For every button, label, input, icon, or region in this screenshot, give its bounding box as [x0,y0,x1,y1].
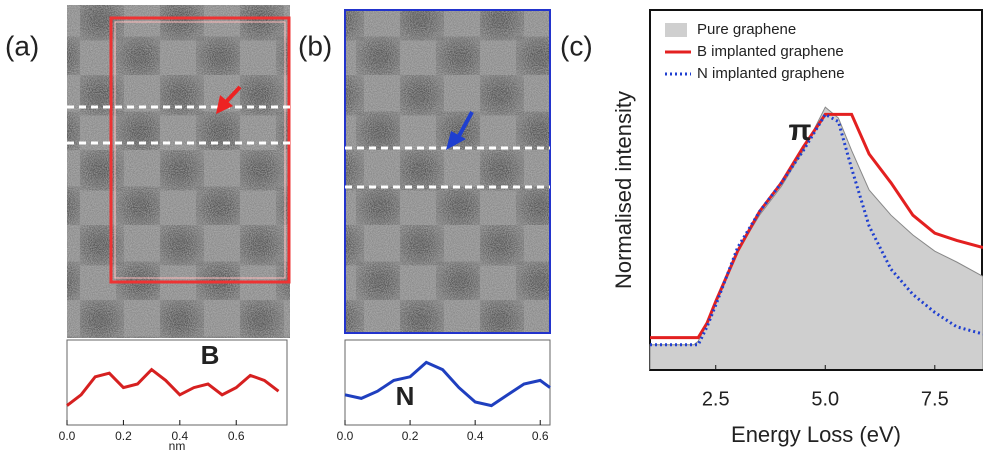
x-tick-label: 0.2 [115,429,132,443]
x-axis-label: nm [169,439,186,450]
line [650,112,983,340]
x-tick-label: 2.5 [702,388,730,410]
line [650,112,983,347]
area [649,106,983,371]
x-tick-label: 0.4 [171,429,188,443]
x-tick-label: 5.0 [811,388,839,410]
x-tick-label: 0.6 [532,429,549,443]
x-axis-label: Energy Loss (eV) [731,422,901,447]
annotation: N [396,381,415,411]
legend-swatch [665,23,687,37]
annotation: B [201,340,220,370]
x-tick-label: 0.6 [228,429,245,443]
legend-label: N implanted graphene [697,65,845,82]
panel-label: (a) [5,30,39,61]
y-axis-label: Normalised intensity [611,91,636,289]
panel-label: (b) [298,30,332,61]
image-a [66,5,291,426]
x-tick-label: 0.0 [59,429,76,443]
x-tick-label: 0.2 [402,429,419,443]
legend-label: Pure graphene [697,21,796,38]
legend-label: B implanted graphene [697,43,844,60]
line [344,360,551,408]
annotation: π [789,114,812,147]
x-tick-label: 0.0 [337,429,354,443]
image-b [344,9,551,426]
x-tick-label: 7.5 [921,388,949,410]
x-tick-label: 0.4 [467,429,484,443]
line [66,367,280,407]
panel-label: (c) [560,30,593,61]
